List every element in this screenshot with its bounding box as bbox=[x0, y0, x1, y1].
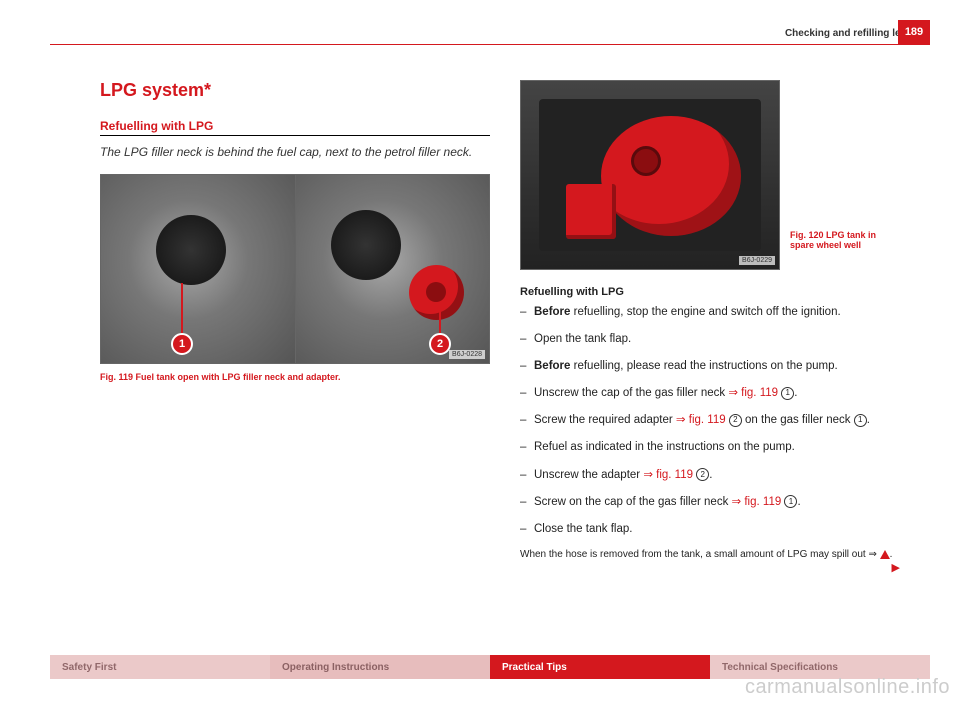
step-7: Unscrew the adapter ⇒ fig. 119 2. bbox=[520, 467, 900, 483]
tab-safety-first: Safety First bbox=[50, 655, 270, 679]
step-1: Before refuelling, stop the engine and s… bbox=[520, 304, 900, 320]
step7-circle: 2 bbox=[696, 468, 709, 481]
note-end: . bbox=[890, 549, 893, 560]
steps-list: Before refuelling, stop the engine and s… bbox=[520, 304, 900, 537]
sub-title-rule bbox=[100, 135, 490, 136]
step-8: Screw on the cap of the gas filler neck … bbox=[520, 494, 900, 510]
figure-120: B6J-0229 bbox=[520, 80, 780, 270]
step5-ref: ⇒ fig. 119 bbox=[676, 414, 726, 426]
fig119-caption: Fig. 119 Fuel tank open with LPG filler … bbox=[100, 372, 490, 382]
tab-operating-instructions: Operating Instructions bbox=[270, 655, 490, 679]
callout-line-2 bbox=[439, 303, 441, 333]
section-title: LPG system* bbox=[100, 80, 490, 101]
step8-end: . bbox=[797, 496, 800, 508]
step7-text: Unscrew the adapter bbox=[534, 469, 643, 481]
steps-heading: Refuelling with LPG bbox=[520, 286, 900, 298]
tab-practical-tips: Practical Tips bbox=[490, 655, 710, 679]
step4-end: . bbox=[794, 387, 797, 399]
fuel-cap-graphic-2 bbox=[331, 210, 401, 280]
step8-text: Screw on the cap of the gas filler neck bbox=[534, 496, 732, 508]
fig119-left-panel: 1 bbox=[101, 175, 296, 363]
step3-bold: Before bbox=[534, 360, 570, 372]
lpg-adapter-graphic bbox=[409, 265, 464, 320]
step5-text: Screw the required adapter bbox=[534, 414, 676, 426]
image-code-120: B6J-0229 bbox=[739, 256, 775, 265]
step-4: Unscrew the cap of the gas filler neck ⇒… bbox=[520, 385, 900, 401]
step8-circle: 1 bbox=[784, 495, 797, 508]
step1-bold: Before bbox=[534, 306, 570, 318]
step-3: Before refuelling, please read the instr… bbox=[520, 358, 900, 374]
step5-circle: 2 bbox=[729, 414, 742, 427]
sub-title: Refuelling with LPG bbox=[100, 119, 490, 133]
step-6: Refuel as indicated in the instructions … bbox=[520, 439, 900, 455]
step4-text: Unscrew the cap of the gas filler neck bbox=[534, 387, 728, 399]
callout-badge-1: 1 bbox=[171, 333, 193, 355]
step4-circle: 1 bbox=[781, 387, 794, 400]
lpg-tank-graphic bbox=[601, 116, 741, 236]
step-5: Screw the required adapter ⇒ fig. 119 2 … bbox=[520, 412, 900, 428]
step4-ref: ⇒ fig. 119 bbox=[728, 387, 778, 399]
spill-note: When the hose is removed from the tank, … bbox=[520, 548, 900, 562]
header-rule bbox=[50, 44, 930, 45]
step3-text: refuelling, please read the instructions… bbox=[570, 360, 837, 372]
step5-end: . bbox=[867, 414, 870, 426]
callout-badge-2: 2 bbox=[429, 333, 451, 355]
step-9: Close the tank flap. bbox=[520, 521, 900, 537]
tank-box-graphic bbox=[566, 184, 616, 239]
note-text: When the hose is removed from the tank, … bbox=[520, 549, 880, 560]
watermark: carmanualsonline.info bbox=[745, 676, 950, 699]
fuel-cap-graphic bbox=[156, 215, 226, 285]
continue-arrow-icon: ▶ bbox=[892, 561, 900, 576]
page-number-badge: 189 bbox=[898, 20, 930, 44]
image-code-119: B6J-0228 bbox=[449, 350, 485, 359]
step1-text: refuelling, stop the engine and switch o… bbox=[570, 306, 840, 318]
step7-end: . bbox=[709, 469, 712, 481]
step5-mid: on the gas filler neck bbox=[742, 414, 854, 426]
warning-triangle-icon bbox=[880, 550, 890, 559]
callout-line-1 bbox=[181, 283, 183, 333]
lead-text: The LPG filler neck is behind the fuel c… bbox=[100, 144, 490, 160]
fig120-caption: Fig. 120 LPG tank in spare wheel well bbox=[790, 230, 890, 250]
fig119-right-panel: 2 B6J-0228 bbox=[296, 175, 490, 363]
step5-circle2: 1 bbox=[854, 414, 867, 427]
step8-ref: ⇒ fig. 119 bbox=[732, 496, 782, 508]
step-2: Open the tank flap. bbox=[520, 331, 900, 347]
figure-119: 1 2 B6J-0228 bbox=[100, 174, 490, 364]
step7-ref: ⇒ fig. 119 bbox=[643, 469, 693, 481]
